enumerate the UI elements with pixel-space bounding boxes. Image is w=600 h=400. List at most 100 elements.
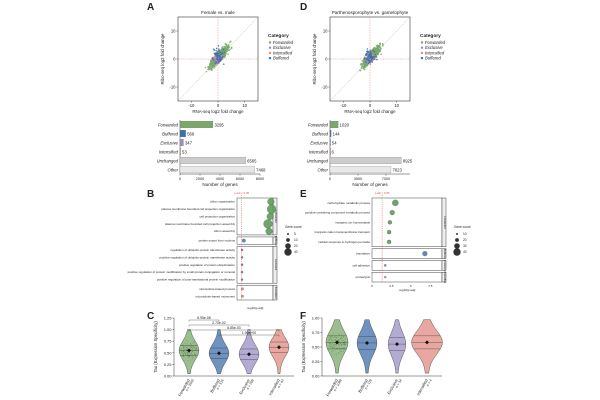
d-scatter-xlabel: RNA-seq log2 fold change	[344, 109, 396, 114]
a-bar-bar-0	[179, 120, 214, 129]
d-bar-value-3: 6	[332, 149, 335, 154]
c-violin-jitter-point	[190, 347, 192, 349]
d-scatter-legend-key-2	[420, 51, 424, 55]
c-violin-jitter-point	[194, 353, 196, 354]
a-scatter-point	[205, 70, 208, 73]
a-scatter-point	[209, 66, 211, 69]
a-scatter-point	[217, 52, 219, 55]
e-go-term-3-0: proteolysis	[356, 275, 371, 279]
a-scatter-point	[221, 51, 223, 54]
d-scatter-point	[360, 67, 363, 69]
panel-letter-a: A	[147, 2, 155, 13]
f-violin-jitter-point	[337, 340, 339, 341]
a-scatter-xtick-label-2: 10	[242, 103, 247, 108]
d-bar-bar-4	[329, 156, 402, 165]
a-scatter-legend-key-3	[268, 56, 272, 60]
d-scatter-point	[378, 45, 380, 48]
f-violin-jitter-point	[342, 335, 344, 337]
a-scatter-point	[211, 66, 214, 69]
d-scatter-legend-key-3	[420, 56, 424, 60]
f-violin-jitter-point	[340, 342, 342, 344]
f-violin-jitter-point	[343, 350, 344, 352]
c-violin-n-3: n = 43	[277, 378, 285, 388]
f-violin-jitter-point	[338, 339, 339, 341]
b-go-xlabel: -log10(p.adj)	[247, 306, 264, 310]
a-scatter-point	[227, 46, 230, 48]
c-violin-jitter-point	[185, 353, 186, 354]
e-go-group-strip-2	[441, 260, 447, 271]
c-violin-jitter-point	[186, 347, 188, 349]
d-scatter-point	[377, 48, 379, 51]
f-violin-ylabel: Tau (Expression Specificity)	[301, 321, 306, 373]
f-violin-mean-0	[335, 340, 339, 345]
f-violin-jitter-point	[339, 347, 340, 349]
b-go-group-strip-3	[272, 284, 278, 301]
a-scatter-point	[229, 40, 232, 43]
d-scatter-point	[368, 53, 371, 56]
a-scatter-point	[211, 57, 214, 59]
f-violin-jitter-point	[342, 347, 344, 349]
c-violin-jitter-point	[187, 354, 188, 355]
d-scatter-ytick-label-2: 10	[323, 29, 328, 34]
c-violin-xlabel-1: Buffered	[209, 378, 221, 394]
d-scatter-legend-label-3: Buffered	[425, 56, 442, 61]
b-go-group-frame-3	[236, 284, 274, 301]
f-violin-jitter-point	[342, 339, 344, 341]
f-violin-xlabel-3: Intensified	[415, 378, 428, 396]
a-scatter-point	[222, 63, 225, 65]
e-go-pline-label: p.adj = 0.05	[375, 191, 390, 195]
c-violin-jitter-point	[189, 347, 191, 349]
f-violin-jitter-point	[344, 340, 346, 342]
a-scatter-legend-key-1	[268, 46, 272, 49]
c-violin-jitter-point	[186, 346, 187, 348]
a-bar-xtick-label-1: 2000	[196, 177, 204, 181]
c-violin-jitter-point	[189, 354, 190, 356]
e-go-term-2-0: cell adhesion	[352, 263, 370, 267]
a-scatter-point	[225, 50, 227, 53]
d-scatter-point	[382, 45, 384, 47]
f-violin-xlabel-1: Buffered	[357, 378, 369, 394]
b-go-term-0-1: plasma membrane bounded cell projection …	[161, 207, 235, 211]
d-scatter-point	[367, 58, 370, 61]
d-scatter-point	[365, 61, 367, 63]
b-go-term-1-0: protein export from nucleus	[199, 239, 236, 243]
c-violin-jitter-point	[193, 347, 194, 349]
c-violin-bracket-label-0: 6.95e-08	[197, 316, 210, 320]
a-scatter-xtick-label-0: -10	[188, 103, 195, 108]
a-scatter-point	[216, 50, 219, 53]
a-scatter-point	[220, 53, 223, 55]
c-violin-ylabel: Tau (Expression Specificity)	[153, 321, 158, 373]
f-violin-jitter-point	[338, 343, 339, 345]
d-scatter-point	[371, 61, 374, 63]
d-scatter-point	[380, 53, 382, 56]
f-violin-jitter-point	[335, 337, 337, 339]
f-violin-mean-2	[395, 342, 399, 347]
d-scatter-point	[366, 64, 369, 66]
b-go-term-2-2: positive regulation of protein ubiquitin…	[179, 263, 235, 267]
c-violin-jitter-point	[194, 353, 196, 355]
f-violin-jitter-point	[331, 335, 333, 337]
f-violin-jitter-point	[342, 337, 344, 339]
c-violin-mean-2	[247, 352, 251, 357]
f-violin-ytick-label-4: 1.00	[312, 316, 321, 321]
b-go-size-key-1	[286, 238, 290, 242]
d-scatter-point	[363, 62, 365, 65]
b-go-term-2-3: positive regulation of protein modificat…	[128, 270, 236, 274]
c-violin-jitter-point	[191, 350, 193, 352]
a-scatter-xlabel: RNA-seq log2 fold change	[192, 109, 244, 114]
a-scatter-points	[204, 40, 233, 73]
a-scatter-point	[219, 57, 221, 59]
panel-letter-c: C	[147, 311, 155, 322]
a-scatter-point	[224, 52, 227, 54]
a-scatter-point	[213, 67, 215, 69]
f-violin-jitter-point	[334, 339, 336, 341]
b-go-dot-0-2	[266, 213, 274, 220]
a-scatter-point	[228, 49, 231, 52]
c-violin-jitter-point	[192, 343, 194, 344]
c-violin-jitter-point	[185, 348, 187, 350]
f-violin-ytick-label-2: 0.50	[312, 345, 321, 350]
c-violin-jitter-point	[195, 348, 197, 350]
d-scatter-point	[358, 69, 361, 71]
d-scatter-point	[379, 50, 382, 53]
c-violin-jitter-point	[195, 347, 197, 349]
